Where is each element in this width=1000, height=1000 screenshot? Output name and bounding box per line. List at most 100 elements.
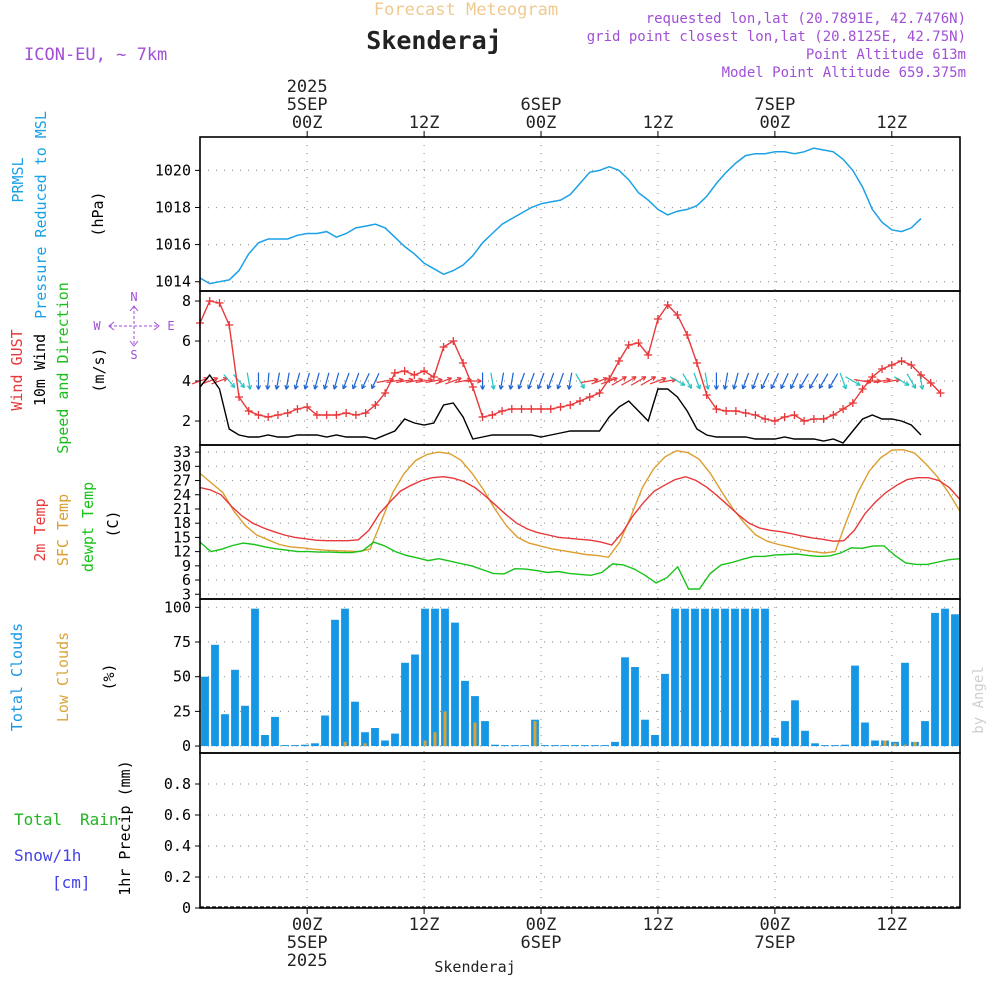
gust-marker: [254, 411, 263, 419]
total-cloud-bar: [581, 745, 589, 747]
temp-2m-label: 2m Temp: [31, 498, 49, 561]
bottom-time-label: 12Z: [409, 915, 440, 935]
gust-marker: [420, 367, 429, 375]
total-cloud-bar: [741, 608, 749, 747]
gust-marker: [614, 357, 623, 365]
top-time-label: 00Z: [526, 113, 557, 133]
gust-marker: [283, 409, 292, 417]
total-cloud-bar: [381, 740, 389, 746]
gust-marker: [264, 413, 273, 421]
bottom-time-label: 12Z: [876, 915, 907, 935]
low-cloud-bar: [913, 741, 917, 747]
top-date-label: 5SEP: [287, 95, 328, 115]
wind-direction-arrow: [435, 376, 453, 385]
total-cloud-bar: [301, 744, 309, 747]
low-cloud-bar: [343, 741, 347, 747]
wind-direction-arrow: [906, 373, 917, 389]
clouds-panel: 0 25 50 75 100: [164, 598, 961, 755]
wind-direction-arrow: [575, 373, 585, 389]
wind-direction-arrow: [332, 372, 340, 390]
bottom-year-label: 2025: [287, 951, 328, 971]
total-cloud-bar: [491, 744, 499, 747]
wind-direction-arrow: [818, 373, 829, 389]
gust-marker: [537, 405, 546, 413]
total-cloud-bar: [851, 665, 859, 747]
wind-direction-arrow: [223, 374, 236, 389]
total-cloud-bar: [641, 719, 649, 747]
gust-marker: [215, 299, 224, 307]
wind-direction-arrow: [611, 376, 627, 386]
gust-marker: [244, 407, 253, 415]
total-cloud-bar: [591, 745, 599, 747]
wind-direction-arrow: [770, 373, 780, 390]
wind-direction-arrow: [342, 372, 350, 390]
gust-marker: [731, 407, 740, 415]
wind-direction-arrow: [713, 372, 719, 390]
wind-direction-arrow: [361, 373, 370, 390]
wind-direction-arrow: [722, 372, 729, 390]
wind-label: 10m Wind: [31, 334, 49, 406]
total-cloud-bar: [771, 737, 779, 746]
wind-direction-arrow: [498, 372, 505, 390]
bottom-time-label: 00Z: [760, 915, 791, 935]
total-cloud-bar: [541, 745, 549, 747]
wind-direction-arrow: [445, 376, 462, 385]
precip-legend-snow-units: [cm]: [52, 873, 91, 892]
top-date-label: 7SEP: [754, 95, 795, 115]
total-cloud-bar: [781, 721, 789, 747]
y-tick-label: 24: [173, 486, 191, 504]
panel-frame: [199, 136, 961, 292]
y-tick-label: 100: [164, 598, 191, 616]
gust-marker: [585, 393, 594, 401]
bottom-date-label: 6SEP: [521, 933, 562, 953]
y-tick-label: 4: [182, 372, 191, 390]
wind-direction-arrow: [828, 373, 839, 389]
gust-marker: [468, 383, 477, 391]
top-date-label: 6SEP: [521, 95, 562, 115]
gust-marker: [595, 389, 604, 397]
total-cloud-bar: [421, 608, 429, 747]
wind-direction-arrow: [517, 372, 526, 390]
wind-direction-arrow: [546, 372, 555, 390]
y-tick-label: 0.6: [164, 806, 191, 824]
gust-marker: [780, 413, 789, 421]
gust-marker: [332, 411, 341, 419]
gust-marker: [663, 301, 672, 309]
low-cloud-bar: [433, 732, 437, 747]
gust-marker: [312, 411, 321, 419]
wind-direction-arrow: [581, 377, 599, 384]
gust-marker: [478, 413, 487, 421]
wind-direction-arrow: [313, 372, 320, 390]
total-cloud-bar: [751, 608, 759, 747]
y-tick-label: 25: [173, 702, 191, 720]
total-cloud-bar: [441, 608, 449, 747]
gust-marker: [819, 415, 828, 423]
total-cloud-bar: [341, 608, 349, 747]
total-cloud-bar: [351, 701, 359, 747]
total-cloud-bar: [551, 745, 559, 747]
gust-marker: [868, 373, 877, 381]
total-cloud-bar: [691, 608, 699, 747]
gust-marker: [225, 321, 234, 329]
compass-rose: N S W E: [93, 290, 174, 362]
total-cloud-bar: [221, 714, 229, 747]
gust-marker: [546, 405, 555, 413]
gust-marker: [887, 361, 896, 369]
y-tick-label: 3: [182, 585, 191, 603]
total-cloud-bar: [571, 745, 579, 747]
total-cloud-bar: [601, 745, 609, 747]
total-cloud-bar: [511, 745, 519, 747]
panel-frame: [199, 752, 961, 909]
y-tick-label: 1020: [155, 161, 191, 179]
gust-marker: [692, 359, 701, 367]
total-cloud-bar: [811, 743, 819, 747]
total-cloud-bar: [521, 745, 529, 747]
wind-direction-arrow: [839, 372, 848, 390]
total-cloud-bar: [481, 721, 489, 747]
top-year-label: 2025: [287, 77, 328, 97]
wind-direction-arrow: [479, 372, 486, 390]
temp-2m-line: [199, 475, 961, 546]
wind-direction-arrow: [536, 372, 545, 390]
y-tick-label: 12: [173, 543, 191, 561]
total-cloud-bar: [451, 622, 459, 747]
